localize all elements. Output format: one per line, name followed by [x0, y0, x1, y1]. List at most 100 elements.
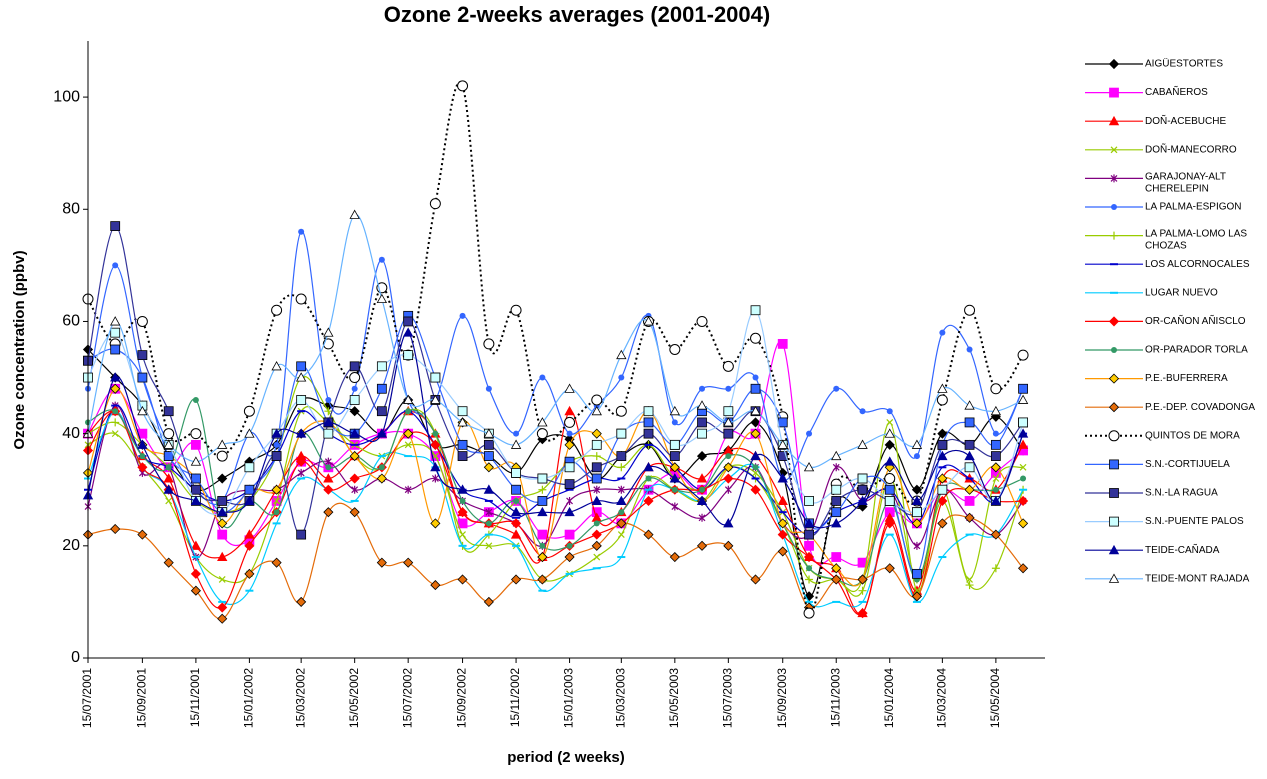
marker	[349, 406, 360, 417]
series-line	[87, 81, 1024, 615]
marker	[564, 383, 575, 393]
marker	[618, 374, 625, 381]
marker	[271, 484, 282, 495]
marker	[137, 350, 148, 361]
marker	[349, 473, 360, 484]
marker	[351, 385, 358, 392]
marker	[832, 463, 840, 472]
x-tick-label: 15/09/2001	[135, 668, 149, 728]
marker	[965, 581, 974, 590]
marker	[112, 408, 119, 415]
legend-marker	[1110, 174, 1118, 183]
marker	[990, 405, 1002, 416]
marker	[271, 361, 282, 371]
marker	[1018, 563, 1029, 574]
marker	[964, 496, 975, 506]
marker	[1019, 463, 1027, 471]
marker	[964, 512, 975, 523]
marker	[750, 450, 761, 461]
series	[83, 305, 1028, 518]
marker	[139, 453, 146, 460]
marker	[297, 468, 305, 477]
marker	[430, 461, 441, 472]
marker	[697, 417, 707, 428]
marker	[323, 473, 334, 483]
marker	[593, 485, 601, 494]
marker	[137, 439, 148, 449]
marker	[643, 417, 654, 428]
marker	[112, 262, 119, 269]
marker	[723, 540, 734, 551]
marker	[723, 406, 734, 417]
marker	[591, 495, 602, 505]
marker	[111, 418, 120, 427]
marker	[376, 293, 388, 304]
marker	[216, 450, 228, 462]
marker	[831, 496, 842, 506]
marker	[831, 574, 842, 585]
marker	[912, 507, 922, 518]
marker	[643, 316, 654, 326]
marker	[777, 417, 788, 428]
marker	[750, 428, 761, 439]
y-tick-label: 60	[62, 313, 80, 330]
marker	[725, 453, 732, 460]
x-tick-label: 15/09/2002	[455, 668, 469, 728]
marker	[457, 451, 468, 461]
marker	[137, 372, 148, 383]
series-line	[87, 332, 1024, 529]
marker	[593, 520, 600, 527]
legend-label: LUGAR NUEVO	[1145, 287, 1218, 298]
marker	[964, 484, 975, 495]
series	[85, 228, 1027, 506]
marker	[643, 428, 654, 439]
marker	[939, 329, 946, 336]
marker	[296, 395, 307, 405]
marker	[564, 479, 575, 490]
marker	[190, 439, 201, 450]
legend-label: OR-CAÑON AÑISCLO	[1145, 314, 1246, 327]
marker	[430, 518, 441, 529]
marker	[296, 596, 307, 607]
legend-marker	[1109, 87, 1119, 98]
marker	[244, 529, 255, 539]
marker	[510, 529, 522, 539]
y-tick-label: 0	[71, 649, 80, 666]
marker	[804, 496, 814, 506]
marker	[1018, 417, 1028, 428]
marker	[190, 456, 202, 466]
marker	[564, 416, 576, 428]
marker	[750, 484, 761, 495]
marker	[217, 496, 228, 506]
marker	[669, 473, 681, 483]
legend-label: AIGÜESTORTES	[1145, 58, 1223, 70]
marker	[803, 461, 815, 472]
marker	[566, 496, 573, 505]
marker	[378, 464, 385, 471]
marker	[405, 408, 412, 415]
marker	[163, 473, 174, 483]
plot-area	[82, 80, 1029, 624]
series-line	[87, 214, 1024, 469]
marker	[244, 540, 255, 551]
y-tick-label: 40	[62, 425, 80, 442]
marker	[669, 462, 680, 473]
marker	[243, 405, 255, 417]
marker	[806, 565, 813, 572]
x-tick-label: 15/05/2002	[347, 668, 361, 728]
marker	[510, 506, 522, 517]
marker	[217, 602, 228, 613]
marker	[271, 304, 283, 316]
marker	[271, 428, 282, 438]
marker	[459, 312, 466, 319]
marker	[591, 394, 603, 406]
marker	[376, 383, 387, 394]
marker	[831, 450, 842, 461]
marker	[402, 394, 414, 404]
marker	[217, 439, 228, 449]
marker	[244, 462, 255, 473]
marker	[404, 485, 412, 494]
marker	[777, 439, 788, 449]
marker	[750, 383, 761, 394]
